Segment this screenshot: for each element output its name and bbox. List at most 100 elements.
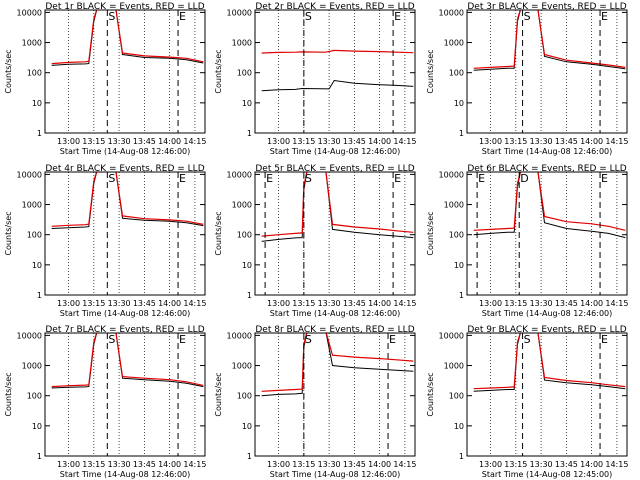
y-tick-label: 1: [459, 452, 464, 461]
plot-frame: [466, 171, 628, 296]
y-axis-label: Counts/sec: [4, 211, 13, 255]
x-tick-label: 13:00: [57, 137, 80, 146]
marker-letter: E: [179, 333, 186, 346]
y-tick-label: 100: [449, 69, 464, 78]
plot-frame: [254, 332, 416, 457]
x-tick-label: 13:15: [292, 299, 315, 308]
x-tick-label: 14:15: [605, 460, 628, 469]
panel-title: Det 4r BLACK = Events, RED = LLD: [45, 164, 204, 174]
y-tick-label: 1: [459, 291, 464, 300]
series-group: [51, 333, 204, 389]
x-tick-label: 14:15: [183, 460, 206, 469]
plot-frame: [466, 9, 628, 134]
y-tick-label: 10: [32, 422, 42, 431]
series-group: [261, 172, 414, 242]
series-lld-line: [51, 10, 204, 65]
y-tick-label: 1: [37, 129, 42, 138]
y-axis-label: Counts/sec: [426, 49, 435, 93]
x-tick-label: 14:00: [368, 299, 391, 308]
y-tick-label: 10000: [17, 331, 42, 340]
x-tick-label: 13:30: [108, 299, 131, 308]
x-tick-label: 13:15: [504, 137, 527, 146]
x-tick-label: 13:45: [343, 460, 366, 469]
panel-title: Det 6r BLACK = Events, RED = LLD: [467, 164, 626, 174]
plot-frame: [44, 9, 206, 134]
series-lld-line: [51, 172, 204, 227]
x-tick-label: 13:15: [82, 137, 105, 146]
x-tick-label: 14:00: [580, 137, 603, 146]
x-tick-label: 13:15: [82, 460, 105, 469]
y-tick-label: 10: [32, 261, 42, 270]
marker-letter: E: [478, 172, 485, 185]
series-lld-line: [473, 172, 626, 231]
y-tick-label: 1000: [22, 362, 42, 371]
x-tick-label: 13:15: [292, 460, 315, 469]
y-tick-label: 1: [459, 129, 464, 138]
y-tick-label: 1: [247, 452, 252, 461]
x-tick-label: 13:15: [82, 299, 105, 308]
marker-letter: E: [601, 10, 608, 23]
y-tick-label: 1: [37, 452, 42, 461]
y-tick-label: 10000: [17, 170, 42, 179]
y-tick-label: 10: [242, 261, 252, 270]
y-tick-label: 10: [32, 99, 42, 108]
series-group: [51, 172, 204, 229]
series-group: [261, 49, 414, 92]
plot-frame: [254, 9, 416, 134]
y-tick-label: 1000: [232, 362, 252, 371]
y-tick-label: 10000: [17, 8, 42, 17]
series-events-line: [261, 79, 414, 92]
y-tick-label: 10000: [227, 331, 252, 340]
y-tick-label: 1000: [232, 201, 252, 210]
x-tick-label: 13:30: [108, 460, 131, 469]
y-tick-label: 100: [449, 392, 464, 401]
x-axis-label: Start Time (14-Aug-08 12:46:00): [60, 309, 191, 318]
x-tick-label: 13:00: [479, 460, 502, 469]
x-axis-label: Start Time (14-Aug-08 12:46:00): [270, 470, 401, 479]
marker-letter: E: [601, 172, 608, 185]
y-tick-label: 1000: [444, 39, 464, 48]
x-tick-label: 14:15: [393, 460, 416, 469]
series-lld-line: [261, 333, 414, 392]
series-group: [473, 172, 626, 239]
x-tick-label: 13:30: [318, 137, 341, 146]
y-axis-label: Counts/sec: [214, 211, 223, 255]
y-tick-label: 10: [454, 99, 464, 108]
series-group: [473, 10, 626, 71]
x-tick-label: 13:00: [479, 299, 502, 308]
y-tick-label: 1000: [22, 39, 42, 48]
y-tick-label: 1: [247, 291, 252, 300]
y-tick-label: 100: [27, 69, 42, 78]
x-tick-label: 14:00: [580, 299, 603, 308]
x-tick-label: 13:00: [267, 299, 290, 308]
marker-letter: S: [108, 172, 115, 185]
x-tick-label: 13:45: [555, 460, 578, 469]
series-lld-line: [261, 49, 414, 54]
x-tick-label: 13:15: [292, 137, 315, 146]
x-axis-label: Start Time (14-Aug-08 12:46:00): [270, 147, 401, 156]
marker-letter: E: [389, 333, 396, 346]
series-group: [473, 333, 626, 392]
panel-title: Det 2r BLACK = Events, RED = LLD: [255, 2, 414, 12]
x-axis-label: Start Time (14-Aug-08 12:46:00): [270, 309, 401, 318]
marker-letter: E: [394, 172, 401, 185]
panel-title: Det 1r BLACK = Events, RED = LLD: [45, 2, 204, 12]
x-tick-label: 14:00: [368, 460, 391, 469]
series-group: [51, 10, 204, 66]
x-tick-label: 13:30: [530, 460, 553, 469]
marker-letter: S: [524, 333, 531, 346]
x-tick-label: 14:00: [580, 460, 603, 469]
x-tick-label: 13:00: [57, 460, 80, 469]
marker-letter: S: [305, 333, 312, 346]
series-events-line: [261, 333, 414, 397]
panel-title: Det 7r BLACK = Events, RED = LLD: [45, 325, 204, 335]
series-events-line: [473, 333, 626, 392]
y-tick-label: 10000: [439, 331, 464, 340]
x-tick-label: 13:45: [133, 137, 156, 146]
y-axis-label: Counts/sec: [4, 372, 13, 416]
marker-letter: E: [601, 333, 608, 346]
